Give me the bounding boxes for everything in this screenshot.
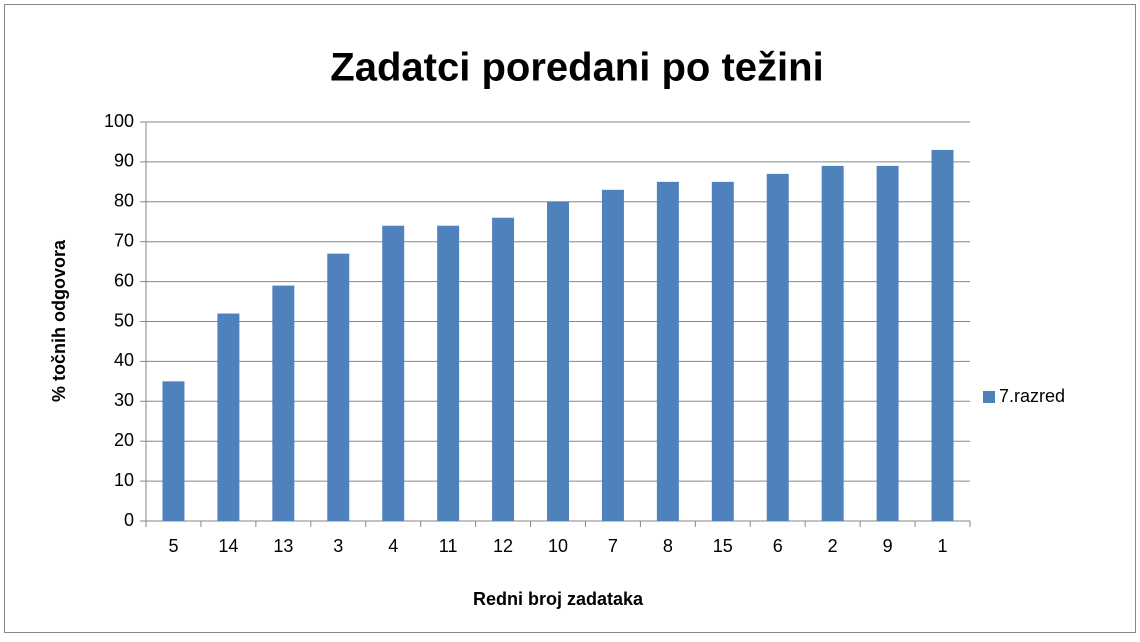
- bar: [272, 285, 295, 521]
- y-tick-label: 80: [114, 191, 134, 211]
- bar: [766, 173, 789, 521]
- legend-label: 7.razred: [999, 386, 1065, 406]
- x-tick-label: 1: [938, 536, 948, 556]
- bar: [217, 313, 240, 521]
- y-tick-label: 30: [114, 390, 134, 410]
- y-tick-label: 0: [124, 510, 134, 530]
- x-tick-label: 3: [333, 536, 343, 556]
- bar: [162, 381, 185, 521]
- legend-swatch: [983, 391, 995, 403]
- x-tick-label: 14: [218, 536, 238, 556]
- x-tick-label: 7: [608, 536, 618, 556]
- x-tick-label: 11: [439, 536, 458, 556]
- x-tick-label: 13: [273, 536, 293, 556]
- y-tick-label: 50: [114, 310, 134, 330]
- bar: [492, 217, 515, 521]
- x-axis-label: Redni broj zadataka: [473, 589, 644, 609]
- y-tick-label: 90: [114, 151, 134, 171]
- x-tick-label: 15: [713, 536, 733, 556]
- x-tick-label: 4: [388, 536, 398, 556]
- y-tick-label: 70: [114, 230, 134, 250]
- bar: [876, 165, 899, 521]
- bar: [821, 165, 844, 521]
- chart-title: Zadatci poredani po težini: [330, 46, 823, 90]
- bar: [327, 253, 350, 522]
- y-axis-label: % točnih odgovora: [49, 239, 69, 402]
- y-tick-label: 20: [114, 430, 134, 450]
- x-tick-label: 2: [828, 536, 838, 556]
- bar: [382, 225, 405, 522]
- y-tick-label: 100: [104, 111, 134, 131]
- y-tick-label: 60: [114, 270, 134, 290]
- bar: [931, 149, 954, 521]
- bar: [656, 181, 679, 521]
- x-tick-label: 10: [548, 536, 568, 556]
- bar: [711, 181, 734, 521]
- x-tick-label: 8: [663, 536, 673, 556]
- y-tick-label: 40: [114, 350, 134, 370]
- bar: [437, 225, 460, 522]
- x-tick-label: 5: [168, 536, 178, 556]
- x-tick-label: 6: [773, 536, 783, 556]
- x-tick-label: 12: [493, 536, 513, 556]
- bar: [601, 189, 624, 521]
- x-tick-label: 9: [883, 536, 893, 556]
- bar: [547, 201, 569, 522]
- y-tick-label: 10: [114, 470, 134, 490]
